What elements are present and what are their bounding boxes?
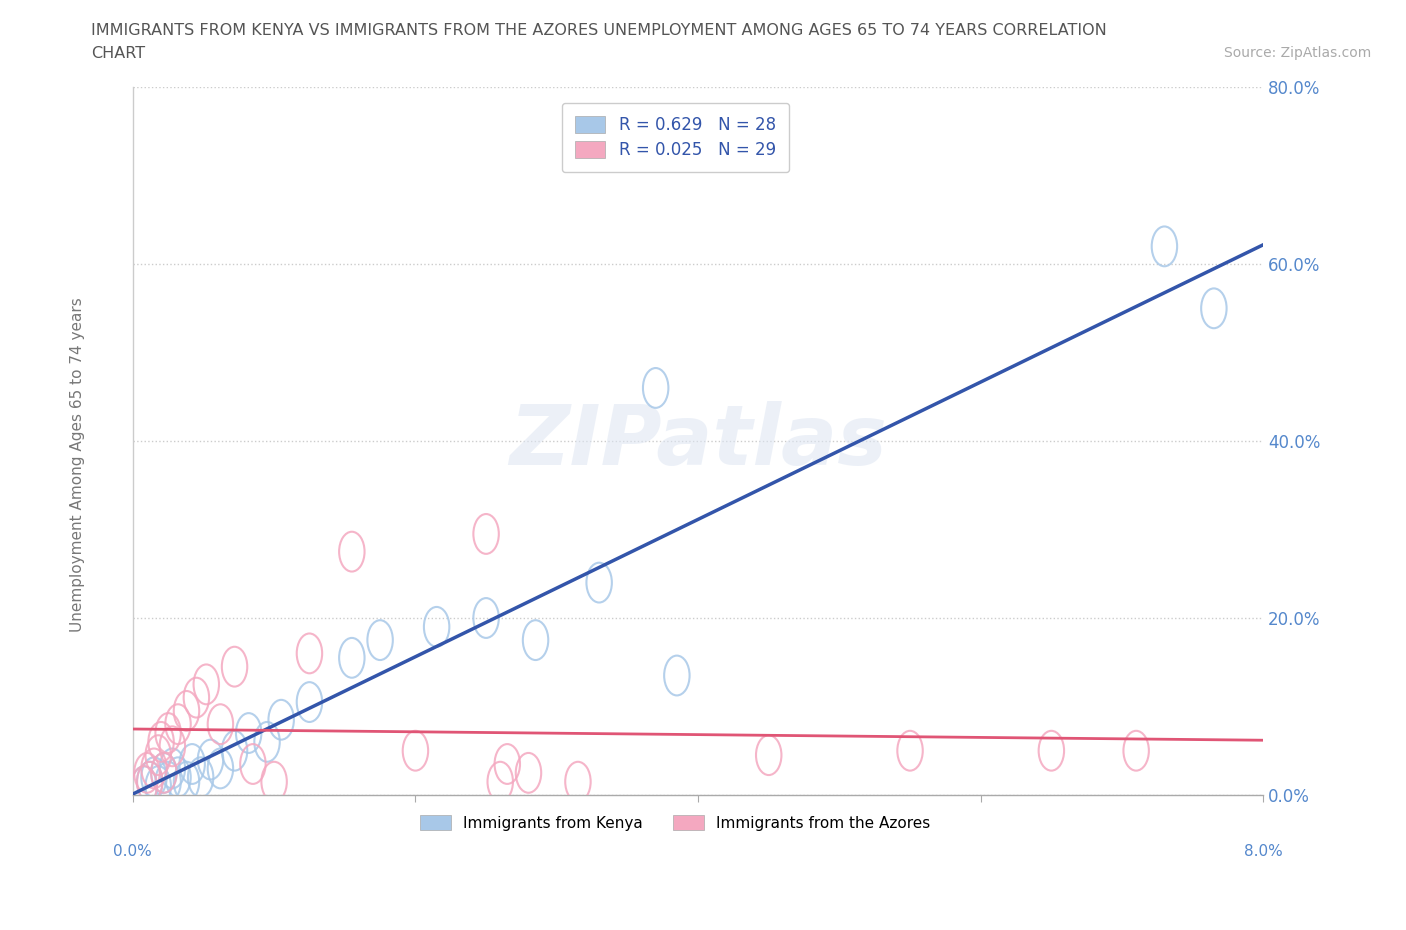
Text: Source: ZipAtlas.com: Source: ZipAtlas.com	[1223, 46, 1371, 60]
Legend: Immigrants from Kenya, Immigrants from the Azores: Immigrants from Kenya, Immigrants from t…	[415, 809, 936, 837]
Text: 8.0%: 8.0%	[1244, 844, 1282, 858]
Text: CHART: CHART	[91, 46, 145, 61]
Text: 0.0%: 0.0%	[114, 844, 152, 858]
Text: IMMIGRANTS FROM KENYA VS IMMIGRANTS FROM THE AZORES UNEMPLOYMENT AMONG AGES 65 T: IMMIGRANTS FROM KENYA VS IMMIGRANTS FROM…	[91, 23, 1107, 38]
Text: ZIPatlas: ZIPatlas	[509, 401, 887, 482]
Text: Unemployment Among Ages 65 to 74 years: Unemployment Among Ages 65 to 74 years	[70, 298, 84, 632]
